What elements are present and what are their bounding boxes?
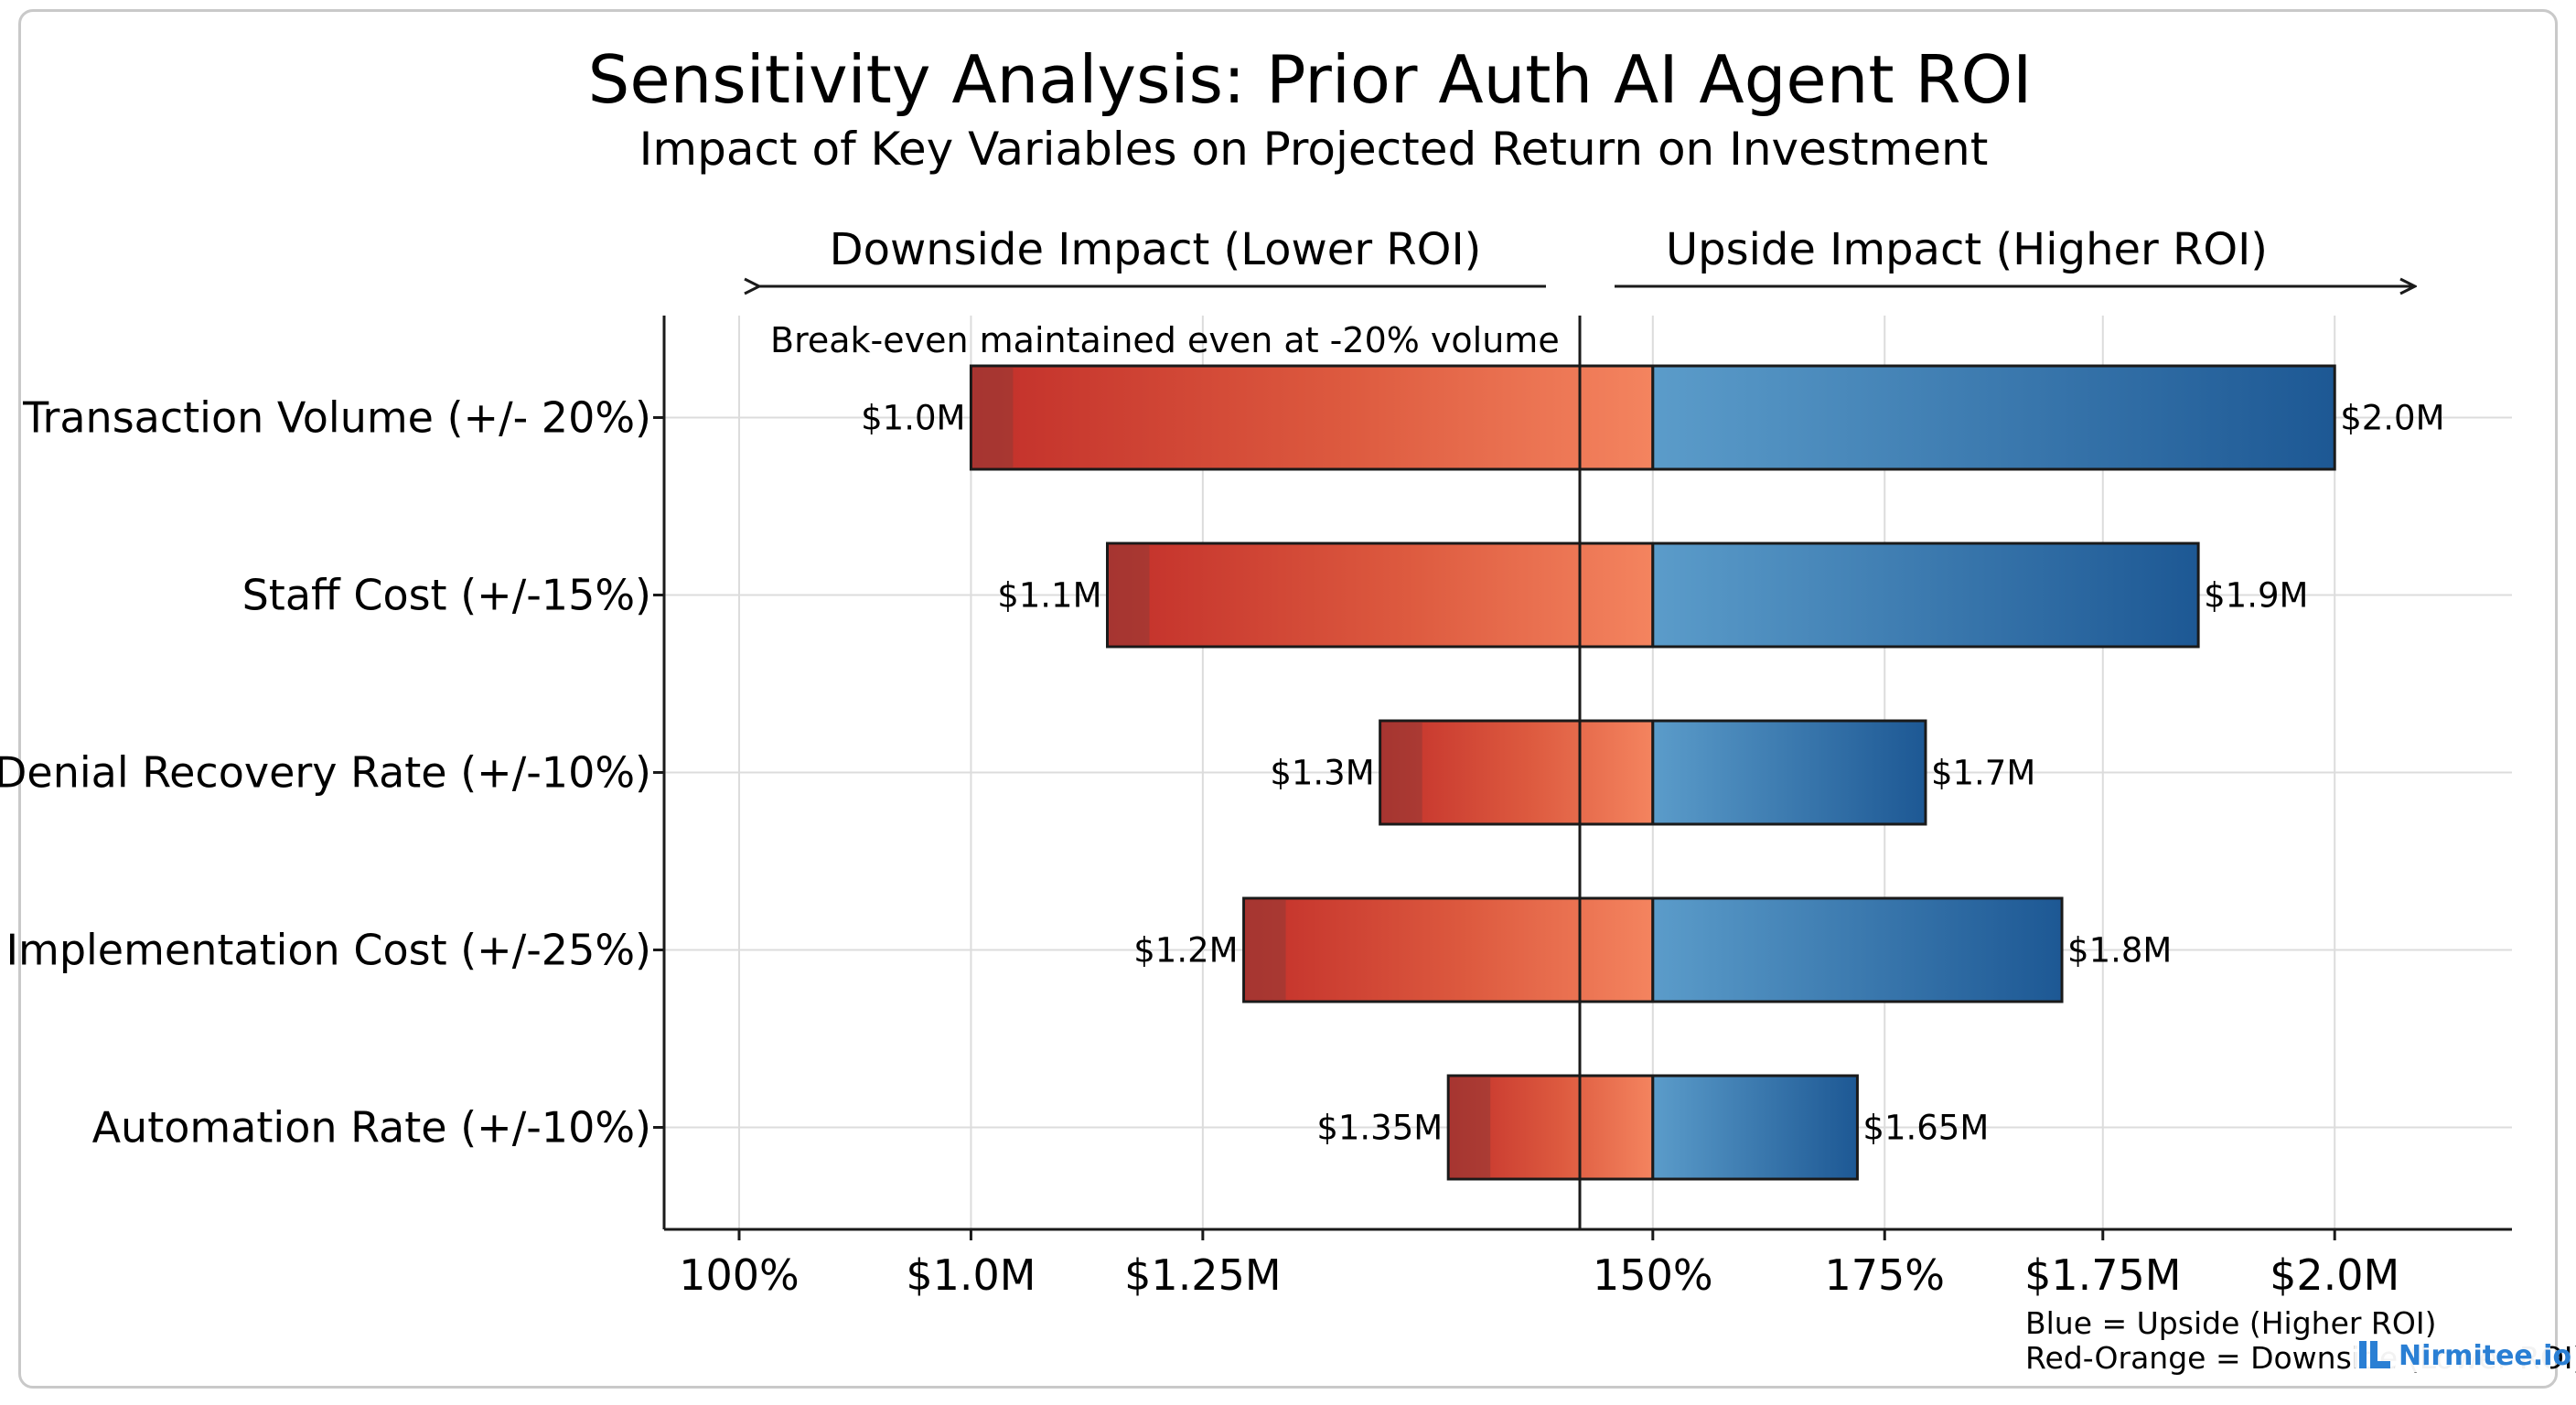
x-axis-ticks: 100% $1.0M $1.25M 150% 175% $1.75M $2.0M [653,416,2399,1300]
nirmitee-logo: Nirmitee.io [2355,1337,2571,1372]
upside-value-label: $2.0M [2340,399,2444,438]
break-even-annotation: Break-even maintained even at -20% volum… [770,320,1560,360]
category-label: Denial Recovery Rate (+/-10%) [0,748,651,798]
upside-value-label: $1.65M [1862,1109,1989,1148]
x-tick-label: 150% [1593,1250,1713,1300]
x-tick-label: $1.75M [2024,1250,2181,1300]
downside-bar [1242,896,1655,1003]
legend-upside: Blue = Upside (Higher ROI) [2025,1305,2436,1341]
upside-value-label: $1.8M [2067,931,2172,971]
downside-bar [1379,719,1655,826]
upside-bar [1651,719,1927,826]
category-label: Implementation Cost (+/-25%) [5,926,651,975]
downside-value-label: $1.2M [1133,931,1238,971]
upside-bar [1651,542,2200,649]
upside-value-label: $1.9M [2204,576,2308,616]
chart-title: Sensitivity Analysis: Prior Auth AI Agen… [588,41,2033,118]
downside-direction-label: Downside Impact (Lower ROI) [830,224,1482,275]
downside-bar [969,364,1655,471]
upside-direction-label: Upside Impact (Higher ROI) [1666,224,2268,275]
downside-bar-shade [1245,900,1286,1000]
downside-value-label: $1.35M [1316,1109,1443,1148]
category-label: Transaction Volume (+/- 20%) [22,393,651,443]
upside-value-label: $1.7M [1931,754,2035,793]
category-label: Automation Rate (+/-10%) [92,1103,651,1153]
downside-bar-shade [1450,1078,1491,1177]
chart-card [18,9,2558,1389]
upside-bar [1651,896,2064,1003]
x-tick-label: $1.25M [1124,1250,1281,1300]
downside-bar-shade [1109,545,1150,645]
logo-text: Nirmitee.io [2399,1340,2571,1372]
category-labels: Transaction Volume (+/- 20%) Staff Cost (… [0,393,651,1153]
x-tick-label: 100% [679,1250,800,1300]
x-tick-label: $2.0M [2270,1250,2399,1300]
category-label: Staff Cost (+/-15%) [242,571,651,620]
bars: $1.0M $2.0M $1.1M $1.9M $1.3M $1.7M $1.2M $1.8M… [861,364,2445,1181]
x-tick-label: $1.0M [906,1250,1036,1300]
downside-value-label: $1.1M [997,576,1101,616]
downside-bar-shade [1381,723,1422,822]
upside-bar [1651,364,2336,471]
downside-value-label: $1.0M [861,399,965,438]
downside-bar-shade [972,368,1014,467]
upside-bar [1651,1074,1859,1181]
chart-subtitle: Impact of Key Variables on Projected Ret… [639,123,1989,176]
downside-bar [1106,542,1655,649]
x-tick-label: 175% [1824,1250,1945,1300]
downside-value-label: $1.3M [1270,754,1374,793]
